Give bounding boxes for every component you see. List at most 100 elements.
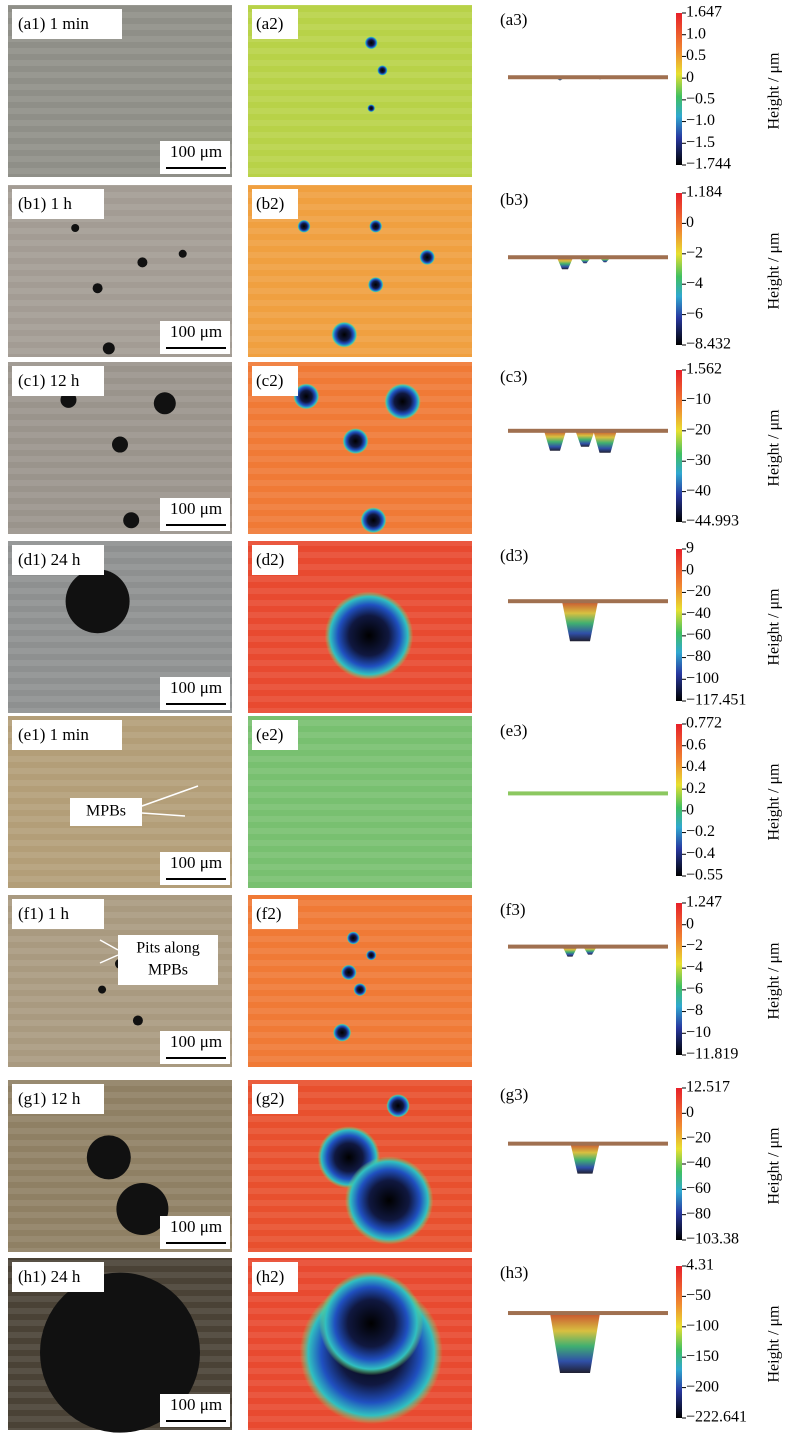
- colorbar: [676, 549, 682, 701]
- map-pit: [345, 1156, 433, 1244]
- map-pit: [325, 591, 413, 679]
- colorbar: [676, 370, 682, 522]
- profile-label: (h3): [500, 1263, 528, 1282]
- pit-blob: [98, 986, 106, 994]
- colorbar-tick-label: 0.4: [686, 758, 706, 775]
- annotation: Pits along: [136, 940, 200, 957]
- scale-bar-label: 100 μm: [170, 1032, 222, 1051]
- colorbar-tick-label: −8.432: [686, 336, 731, 353]
- colorbar-tick-label: −0.5: [686, 91, 715, 108]
- colorbar-tick-label: 1.0: [686, 25, 706, 42]
- colorbar-tick-label: −0.4: [686, 845, 715, 862]
- colorbar-tick-label: −2: [686, 244, 703, 261]
- map-label: (g2): [256, 1089, 284, 1108]
- colorbar-tick-label: −20: [686, 421, 711, 438]
- pit-blob: [103, 342, 115, 354]
- map-pit: [341, 965, 357, 981]
- map-pit: [333, 1024, 351, 1042]
- colorbar-tick-label: −200: [686, 1378, 719, 1395]
- colorbar-tick-label: 0.5: [686, 47, 706, 64]
- colorbar-tick-label: 9: [686, 540, 694, 557]
- micrograph-label: (e1) 1 min: [18, 725, 89, 744]
- profile-surface: [508, 75, 668, 79]
- profile-label: (d3): [500, 546, 528, 565]
- colorbar-title: Height / μm: [766, 588, 783, 666]
- profile-dip: [571, 1144, 600, 1174]
- map-pit: [367, 104, 375, 112]
- colorbar-tick-label: −4: [686, 959, 703, 976]
- map-pit: [369, 220, 382, 233]
- colorbar-title: Height / μm: [766, 1305, 783, 1383]
- colorbar-tick-label: 12.517: [686, 1079, 730, 1096]
- map-pit: [386, 1094, 409, 1117]
- colorbar-tick-label: −40: [686, 1155, 711, 1172]
- colorbar-tick-label: −80: [686, 1205, 711, 1222]
- profile-surface: [508, 599, 668, 603]
- profile-dip: [550, 1313, 600, 1373]
- colorbar-tick-label: −103.38: [686, 1231, 739, 1248]
- micrograph-label: (h1) 24 h: [18, 1267, 81, 1286]
- profile-surface: [508, 1311, 668, 1315]
- colorbar-tick-label: −0.2: [686, 823, 715, 840]
- colorbar-tick-label: −60: [686, 1180, 711, 1197]
- colorbar-tick-label: −40: [686, 605, 711, 622]
- colorbar-tick-label: 0: [686, 69, 694, 86]
- panel-row: (f1) 1 h100 μmPits alongMPBs(f2)(f3)1.24…: [8, 894, 783, 1067]
- colorbar-tick-label: −6: [686, 305, 703, 322]
- colorbar-tick-label: 1.562: [686, 361, 722, 378]
- profile-surface: [508, 945, 668, 949]
- colorbar-tick-label: −20: [686, 583, 711, 600]
- colorbar-tick-label: 0.6: [686, 736, 706, 753]
- map-label: (d2): [256, 550, 284, 569]
- colorbar-tick-label: 1.184: [686, 184, 722, 201]
- profile-surface: [508, 791, 668, 795]
- profile-dip: [544, 431, 566, 451]
- micrograph-label: (g1) 12 h: [18, 1089, 81, 1108]
- map-label: (h2): [256, 1267, 284, 1286]
- colorbar-tick-label: −6: [686, 981, 703, 998]
- scale-bar-label: 100 μm: [170, 678, 222, 697]
- colorbar-tick-label: −20: [686, 1129, 711, 1146]
- colorbar-tick-label: 0: [686, 561, 694, 578]
- colorbar-tick-label: −1.744: [686, 156, 731, 173]
- colorbar-tick-label: 0.2: [686, 780, 706, 797]
- scale-bar-label: 100 μm: [170, 142, 222, 161]
- colorbar-tick-label: −30: [686, 452, 711, 469]
- profile-surface: [508, 1142, 668, 1146]
- profile-label: (a3): [500, 10, 527, 29]
- colorbar-tick-label: −1.0: [686, 112, 715, 129]
- colorbar-tick-label: −2: [686, 937, 703, 954]
- colorbar-tick-label: 0.772: [686, 715, 722, 732]
- colorbar-title: Height / μm: [766, 409, 783, 487]
- map-label: (b2): [256, 194, 284, 213]
- colorbar: [676, 1088, 682, 1240]
- colorbar-tick-label: −10: [686, 1024, 711, 1041]
- map-pit: [343, 428, 369, 454]
- colorbar-title: Height / μm: [766, 1127, 783, 1205]
- pit-blob: [123, 512, 139, 528]
- colorbar-tick-label: 0: [686, 915, 694, 932]
- colorbar-tick-label: −60: [686, 627, 711, 644]
- scale-bar-label: 100 μm: [170, 1217, 222, 1236]
- profile-label: (b3): [500, 190, 528, 209]
- map-pit: [366, 950, 376, 960]
- map-pit: [331, 322, 357, 348]
- colorbar-tick-label: −11.819: [686, 1046, 738, 1063]
- scale-bar-label: 100 μm: [170, 322, 222, 341]
- figure: (a1) 1 min100 μm(a2)(a3)1.6471.00.50−0.5…: [0, 0, 785, 1434]
- colorbar-tick-label: 1.647: [686, 4, 722, 21]
- colorbar-tick-label: −100: [686, 670, 719, 687]
- annotation: MPBs: [86, 803, 126, 820]
- map-pit: [368, 277, 384, 293]
- colorbar-tick-label: −80: [686, 648, 711, 665]
- colorbar-tick-label: −8: [686, 1002, 703, 1019]
- panel-row: (e1) 1 min100 μmMPBs(e2)(e3)0.7720.60.40…: [8, 715, 783, 888]
- pit-blob: [71, 224, 79, 232]
- colorbar-tick-label: −222.641: [686, 1409, 747, 1426]
- colorbar-tick-label: −10: [686, 391, 711, 408]
- profile-dip: [562, 601, 598, 641]
